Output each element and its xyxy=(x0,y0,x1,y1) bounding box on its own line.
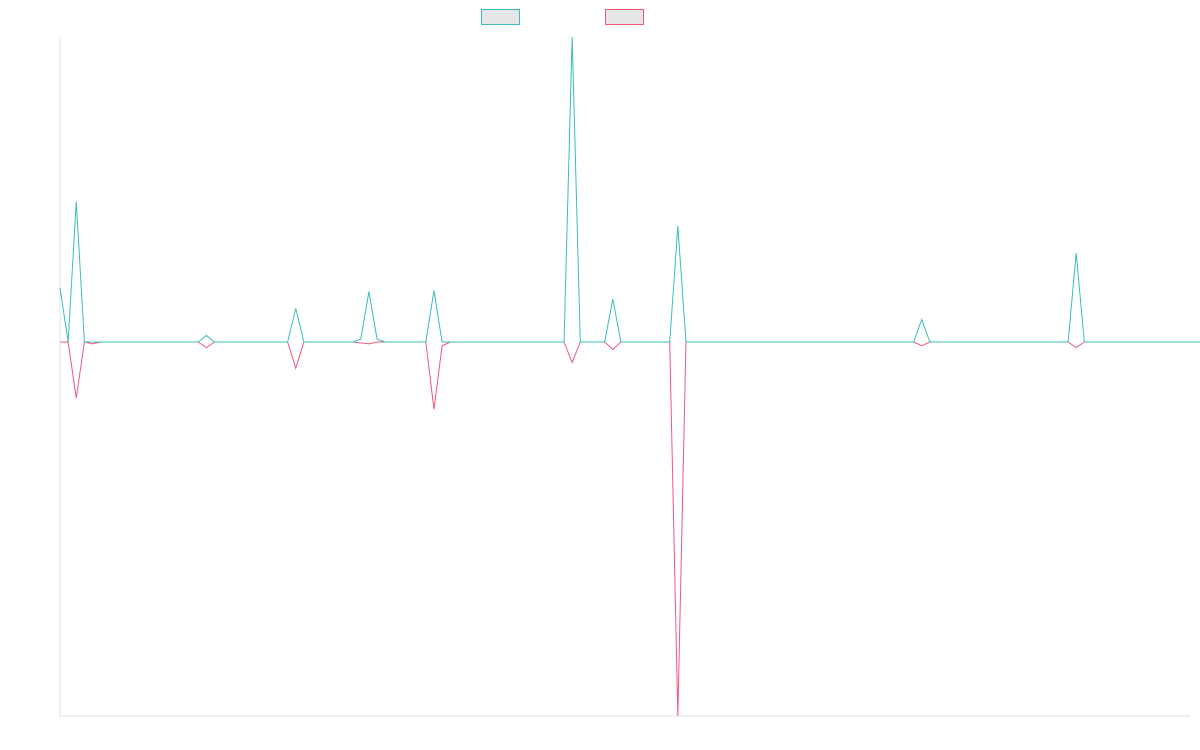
legend-swatch-series-b[interactable] xyxy=(605,9,644,25)
series-a-line[interactable] xyxy=(59,36,1200,343)
series-b-line[interactable] xyxy=(60,341,1200,717)
legend-swatch-series-a[interactable] xyxy=(481,9,520,25)
